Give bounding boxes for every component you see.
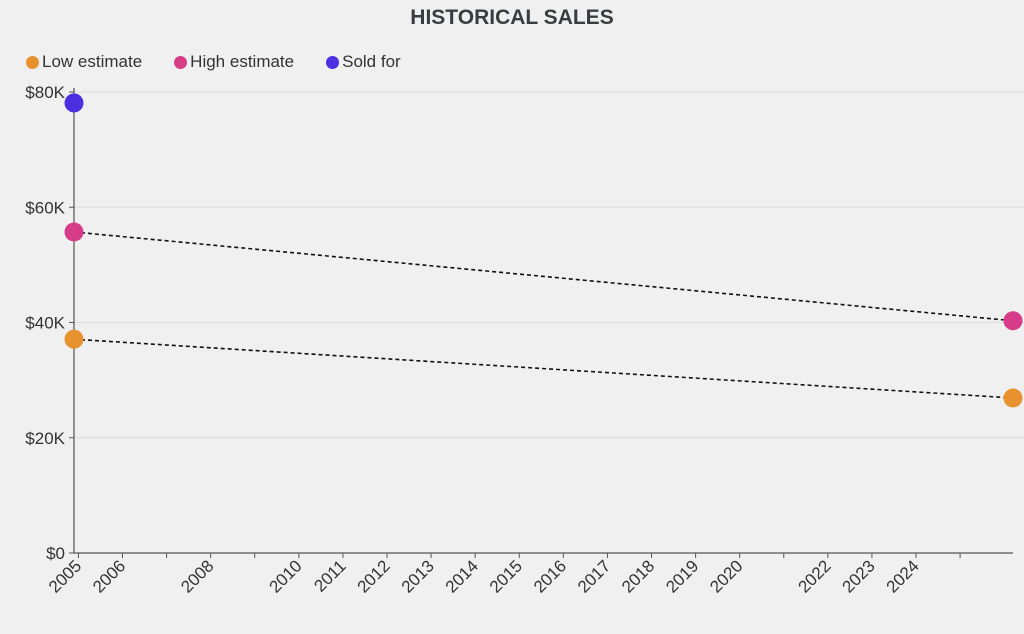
x-tick-label: 2022 [794, 556, 834, 596]
legend-item-sold-for[interactable]: Sold for [326, 52, 401, 72]
x-tick-label: 2008 [177, 556, 217, 596]
x-tick-label: 2014 [442, 556, 482, 596]
trend-line [73, 231, 1014, 322]
data-point[interactable] [1003, 311, 1023, 331]
x-tick-label: 2012 [354, 556, 394, 596]
y-tick-label: $80K [25, 83, 65, 102]
data-point[interactable] [64, 222, 84, 242]
x-tick-label: 2018 [618, 556, 658, 596]
x-tick-label: 2024 [883, 556, 923, 596]
x-tick-label: 2006 [89, 556, 129, 596]
legend-dot-icon [174, 55, 188, 69]
y-tick-label: $40K [25, 314, 65, 333]
y-tick-label: $60K [25, 198, 65, 217]
y-tick-label: $0 [46, 544, 65, 563]
legend: Low estimate High estimate Sold for [26, 52, 433, 72]
x-tick-label: 2019 [662, 556, 702, 596]
x-tick-label: 2017 [574, 556, 614, 596]
y-tick-label: $20K [25, 429, 65, 448]
x-tick-label: 2010 [265, 556, 305, 596]
x-tick-label: 2015 [486, 556, 526, 596]
legend-dot-icon [326, 55, 340, 69]
trend-line [73, 338, 1014, 399]
legend-label: Low estimate [42, 52, 143, 71]
chart-title: HISTORICAL SALES [410, 6, 614, 29]
x-tick-label: 2013 [398, 556, 438, 596]
x-tick-label: 2011 [310, 556, 349, 595]
legend-item-high-estimate[interactable]: High estimate [174, 52, 294, 72]
legend-dot-icon [26, 55, 39, 69]
x-tick-label: 2020 [706, 556, 746, 596]
data-point[interactable] [64, 329, 84, 349]
legend-label: Sold for [342, 52, 401, 71]
legend-item-low-estimate[interactable]: Low estimate [26, 52, 142, 72]
legend-label: High estimate [190, 52, 295, 71]
data-point[interactable] [64, 93, 84, 113]
x-tick-label: 2016 [530, 556, 570, 596]
x-tick-label: 2023 [839, 556, 879, 596]
data-point[interactable] [1003, 388, 1023, 408]
